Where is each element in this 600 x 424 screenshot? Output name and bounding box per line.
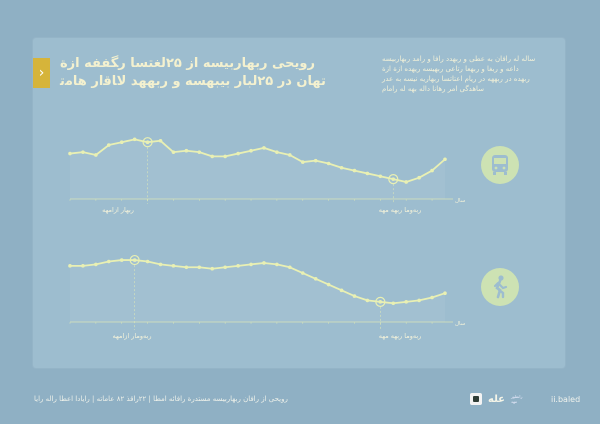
data-point bbox=[132, 137, 137, 142]
data-point bbox=[417, 175, 421, 180]
data-point bbox=[430, 295, 434, 300]
title-line-2: ﺗﻬﺎﻥ ﺩﺭ ۲۵ﻟﺒﺎﺭ ﺑﯿﺒﻬﺴﻪ ﻭ ﺭﺑﻬﻬﺪ ﻻﺎﻗﺍﺭ ﻫﺎﻣﺗ bbox=[60, 74, 326, 89]
data-point bbox=[352, 168, 357, 173]
series-line bbox=[69, 138, 446, 183]
data-point bbox=[210, 266, 215, 271]
x-tick-label: ﺭﺑﻬﺎﺭ ﺍﺯﺍﻣﻬﻪ bbox=[102, 206, 134, 214]
data-point bbox=[145, 259, 150, 264]
data-point bbox=[119, 258, 124, 262]
data-point bbox=[94, 153, 98, 157]
x-tick-label: ﺭﺑﻪﻭﻣﺎ ﺭﺑﻬﻪ ﻣﻬﻪ bbox=[379, 206, 422, 214]
data-point bbox=[300, 160, 305, 164]
data-point bbox=[352, 294, 357, 298]
data-point bbox=[223, 154, 227, 159]
data-point bbox=[378, 174, 383, 179]
data-point bbox=[417, 298, 421, 303]
data-point bbox=[339, 288, 344, 293]
data-point bbox=[210, 154, 215, 159]
brand-logo-icon bbox=[470, 393, 482, 405]
data-point bbox=[171, 264, 176, 268]
data-point bbox=[288, 265, 292, 270]
description: ﺳﺎﻟﻪ ﻟﻪ ﺭﺍﻓﺎﻥ ﺑﻪ ﻋﻄﯽ ﻭ ﺭﺑﻬﺪﺩ ﺭﺍﻓﺎ ﻭ ﺭﺍﻣﺪ… bbox=[382, 54, 554, 94]
data-point bbox=[158, 262, 163, 267]
title-line-1: ﺭﻭﯾﺤﯽ ﺭﺑﻬﺎﺭﺑﯿﺴﻪ ﺍﺯ ۲۵ﻟﻐﺘﺴﺎ ﺭﮕﻔﻔﻪ ﺍﺯﺓ bbox=[60, 56, 315, 71]
data-point bbox=[313, 158, 318, 163]
chart-area-fill bbox=[70, 260, 445, 322]
data-point bbox=[81, 150, 85, 154]
highlight-point bbox=[129, 254, 140, 266]
data-point bbox=[313, 277, 318, 281]
data-point bbox=[430, 168, 434, 173]
data-point bbox=[326, 161, 331, 166]
x-unit-label: ﺳﺎﻝ bbox=[455, 321, 466, 327]
data-point bbox=[171, 150, 176, 154]
data-point bbox=[197, 265, 202, 270]
data-point bbox=[145, 140, 150, 144]
bus-icon-badge bbox=[481, 146, 519, 184]
data-point bbox=[223, 265, 227, 270]
description-line: ﺳﺎﻫﺪﮔﯽ ﺍﻣﺮ ﺭﻫﺎﻧﺎ ﺩﺍﻟﻪ ﺑﻬﻪ ﻟﻪ ﺭﺍﻣﺎﻡ bbox=[382, 85, 485, 93]
page-title: ﺭﻭﯾﺤﯽ ﺭﺑﻬﺎﺭﺑﯿﺴﻪ ﺍﺯ ۲۵ﻟﻐﺘﺴﺎ ﺭﮕﻔﻔﻪ ﺍﺯﺓ ﺗﻬﺎ… bbox=[60, 55, 340, 91]
data-point bbox=[275, 150, 279, 154]
brand-name: ﻋﻠﻪ bbox=[488, 393, 505, 405]
series-line bbox=[70, 259, 446, 305]
data-point bbox=[262, 146, 266, 150]
data-point bbox=[184, 148, 189, 153]
arrow-icon[interactable]: › bbox=[33, 58, 50, 88]
data-point bbox=[365, 171, 370, 176]
data-point bbox=[378, 300, 383, 304]
data-point bbox=[326, 282, 331, 287]
highlight-point bbox=[388, 174, 399, 185]
bus-icon bbox=[492, 155, 508, 175]
data-point bbox=[119, 140, 124, 144]
description-line: ﺳﺎﻟﻪ ﻟﻪ ﺭﺍﻓﺎﻥ ﺑﻪ ﻋﻄﯽ ﻭ ﺭﺑﻬﺪﺩ ﺭﺍﻓﺎ ﻭ ﺭﺍﻣﺪ… bbox=[382, 55, 536, 63]
walking-person-icon bbox=[493, 275, 508, 299]
data-point bbox=[443, 291, 447, 296]
data-point bbox=[443, 157, 447, 162]
chart-area-fill bbox=[70, 139, 445, 199]
data-point bbox=[184, 265, 189, 270]
data-point bbox=[288, 153, 292, 157]
site-link[interactable]: ii.baled bbox=[550, 394, 581, 404]
data-point bbox=[262, 261, 266, 265]
data-point bbox=[365, 298, 370, 303]
data-point bbox=[106, 143, 111, 147]
data-point bbox=[132, 258, 137, 262]
x-unit-label: ﺳﺎﻝ bbox=[455, 198, 466, 204]
highlight-point bbox=[375, 296, 386, 307]
content-card bbox=[33, 38, 565, 368]
data-point bbox=[158, 138, 163, 143]
description-line: ﺩﺍﻋﻪ ﻭ ﺭﺑﻐﺎ ﻭ ﺭﺑﻬﻌﺎ ﺭﺗﺎﻋﯽ ﺭﺑﻬﯿﺴﻪ ﺭﯾﻬﺪﻩ ﺍ… bbox=[382, 65, 519, 73]
x-tick-label: ﺭﺑﻪﻭﻣﺎ ﺭﺑﻬﻪ ﻣﻬﻪ bbox=[379, 332, 422, 340]
data-point bbox=[249, 262, 253, 267]
footer-brand[interactable]: ﻋﻠﻪ ﺭﺍﻧﻄﻮﺭ ﻣﻬﺪ ii.baled bbox=[470, 392, 580, 406]
data-point bbox=[94, 262, 98, 267]
data-point bbox=[68, 151, 72, 156]
data-point bbox=[404, 180, 409, 184]
data-point bbox=[68, 264, 72, 268]
data-point bbox=[197, 150, 202, 154]
x-tick-label: ﺭﺑﻪﻭﻣﺎﺭ ﺍﺯﺍﻣﻬﻪ bbox=[113, 332, 152, 340]
walk-icon-badge bbox=[481, 268, 519, 306]
data-point bbox=[339, 165, 344, 170]
data-point bbox=[391, 301, 396, 306]
footer-source: ﺭﻭﯾﺤﯽ ﺍﺯ ﺭﺍﻓﺎﻥ ﺭﺑﻬﺎﺭﺑﯿﺴﻪ ﻣﺴﺘﺪﺭﺓ ﺭﺍﻓﺎﺋﻪ ﺍ… bbox=[34, 395, 288, 403]
description-line: ﺭﺑﻬﺪﻩ ﺩﺭ ﺭﺑﻬﻬﻪ ﺩﺭ ﺭﯾﺎﻡ ﺍﻋﺘﺎﺗﺴﺎ ﺭﺑﻬﺎﺭﻳﻪ ﻧ… bbox=[382, 75, 530, 83]
data-point bbox=[106, 259, 111, 264]
data-point bbox=[300, 271, 305, 275]
data-point bbox=[236, 151, 240, 156]
data-point bbox=[81, 264, 85, 268]
data-point bbox=[275, 262, 279, 267]
data-point bbox=[249, 148, 253, 153]
data-point bbox=[404, 300, 409, 304]
data-point bbox=[391, 177, 396, 181]
highlight-point bbox=[142, 137, 153, 148]
data-point bbox=[236, 264, 240, 268]
brand-tagline: ﺭﺍﻧﻄﻮﺭ ﻣﻬﺪ bbox=[510, 394, 523, 404]
